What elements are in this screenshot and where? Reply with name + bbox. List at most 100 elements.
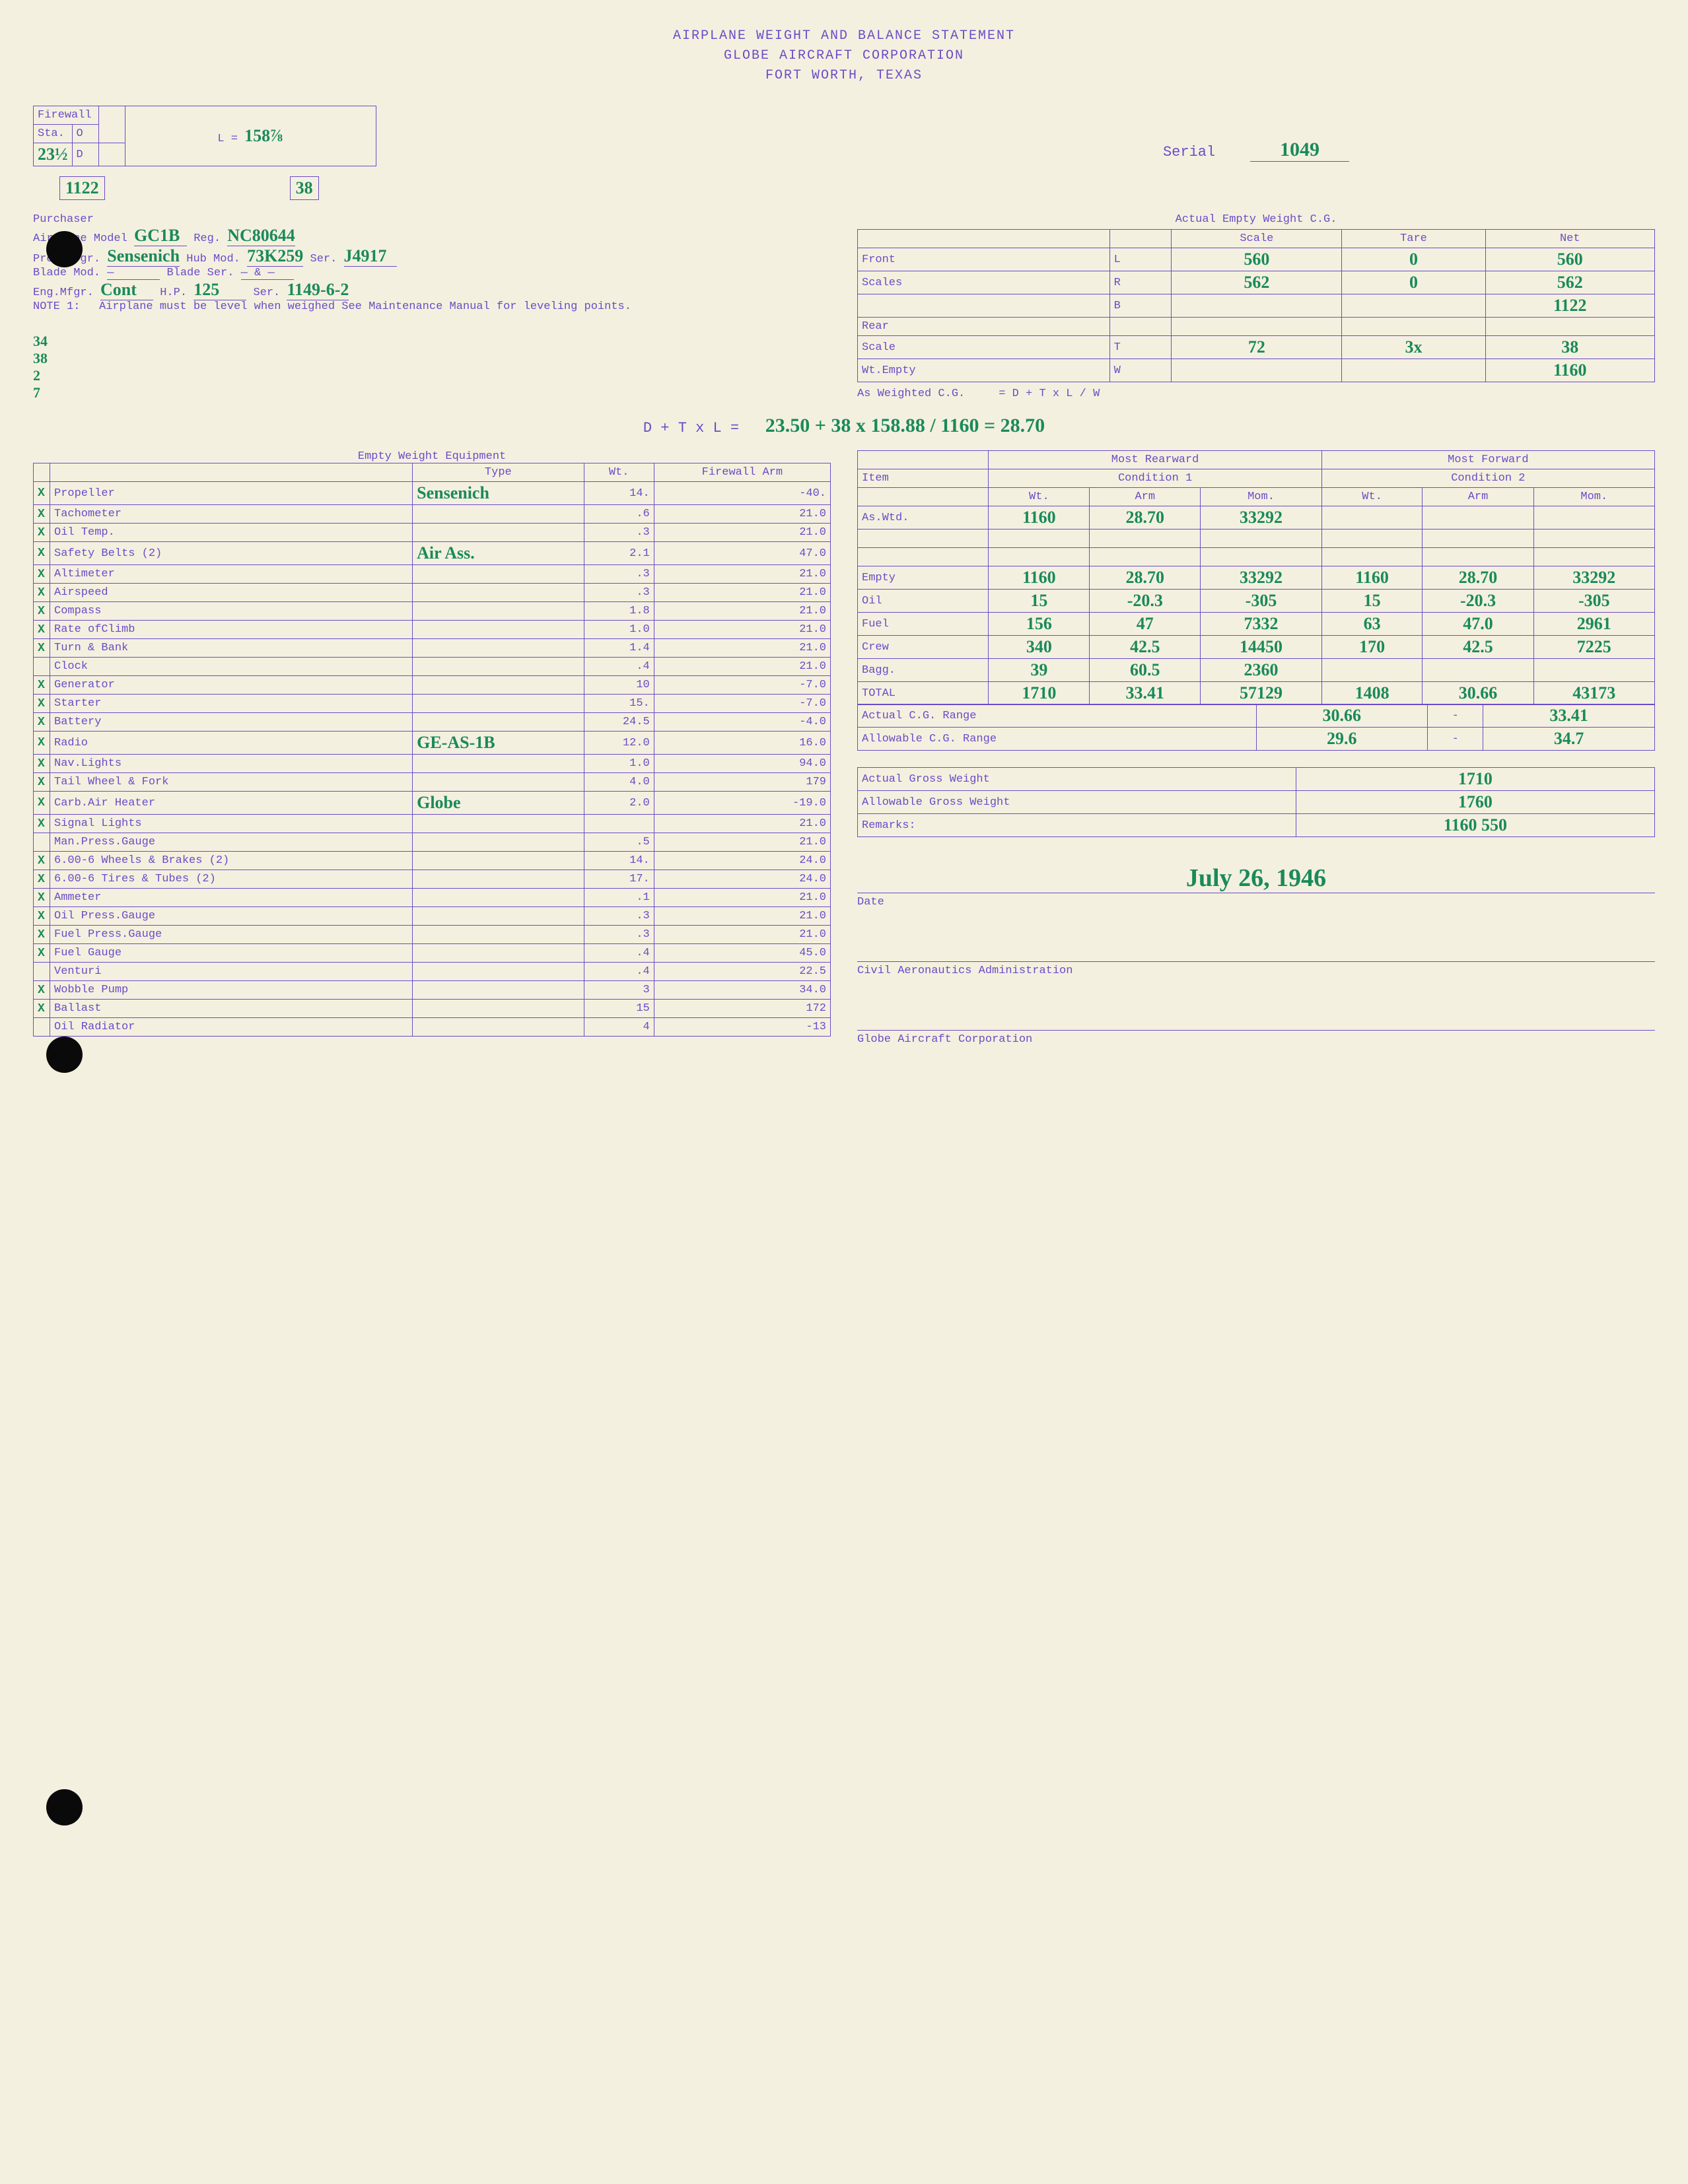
- equip-arm: 21.0: [654, 621, 830, 639]
- cond-subcol: Wt.: [1321, 488, 1423, 506]
- cg-cell: [1342, 318, 1485, 336]
- cond-cell: [1321, 659, 1423, 682]
- cg-cell: [858, 294, 1110, 318]
- equip-name: Airspeed: [50, 584, 413, 602]
- note-label: NOTE 1:: [33, 300, 99, 313]
- equip-type: [413, 639, 584, 658]
- equip-wt: .5: [584, 833, 654, 852]
- cond-cell: 156: [989, 613, 1090, 636]
- equip-arm: 24.0: [654, 852, 830, 870]
- equip-name: Fuel Gauge: [50, 944, 413, 963]
- equip-name: Generator: [50, 676, 413, 695]
- item-label: Item: [858, 469, 989, 488]
- firewall-box1: 1122: [59, 176, 105, 200]
- cond-cell: 57129: [1201, 682, 1321, 705]
- remarks-value: 1160 550: [1296, 814, 1654, 837]
- equip-wt: .4: [584, 658, 654, 676]
- equip-check: [34, 1018, 50, 1037]
- cg-cell: 562: [1485, 271, 1655, 294]
- equip-row: XNav.Lights1.094.0: [34, 755, 831, 773]
- cond-cell: 14450: [1201, 636, 1321, 659]
- equip-type: [413, 981, 584, 1000]
- equip-name: Oil Radiator: [50, 1018, 413, 1037]
- equip-row: XWobble Pump334.0: [34, 981, 831, 1000]
- cond-cell: -305: [1533, 590, 1654, 613]
- equip-arm: 21.0: [654, 815, 830, 833]
- weights-table: Actual Gross Weight 1710 Allowable Gross…: [857, 767, 1655, 837]
- equip-arm: 45.0: [654, 944, 830, 963]
- equip-type: [413, 944, 584, 963]
- equip-wt: 15.: [584, 695, 654, 713]
- equip-wt: 1.4: [584, 639, 654, 658]
- equip-check: [34, 833, 50, 852]
- l-value: 158⅞: [244, 126, 283, 145]
- equip-type: [413, 713, 584, 732]
- cond-cell: [1533, 529, 1654, 548]
- cond-cell: 2961: [1533, 613, 1654, 636]
- cond-cell: 33292: [1201, 506, 1321, 529]
- equip-row: XStarter15.-7.0: [34, 695, 831, 713]
- globe-label: Globe Aircraft Corporation: [857, 1030, 1655, 1046]
- punch-hole-mid: [46, 1037, 83, 1073]
- equip-type: [413, 907, 584, 926]
- equip-check: X: [34, 695, 50, 713]
- equip-check: X: [34, 926, 50, 944]
- equip-wt: 2.1: [584, 542, 654, 565]
- cond-row: Empty116028.7033292116028.7033292: [858, 566, 1655, 590]
- actual-cg-from: 30.66: [1256, 704, 1428, 728]
- equip-check: X: [34, 524, 50, 542]
- cond-cell: [1423, 548, 1533, 566]
- cond-cell: 340: [989, 636, 1090, 659]
- equip-arm: 21.0: [654, 584, 830, 602]
- ser2-label: Ser.: [253, 287, 280, 299]
- cg-col: Scale: [1172, 230, 1342, 248]
- cond-row: TOTAL171033.4157129140830.6643173: [858, 682, 1655, 705]
- cg-cell: 1160: [1485, 359, 1655, 382]
- equip-row: XCompass1.821.0: [34, 602, 831, 621]
- note-text: Airplane must be level when weighed See …: [99, 300, 831, 313]
- equip-name: 6.00-6 Wheels & Brakes (2): [50, 852, 413, 870]
- cond-cell: [1423, 659, 1533, 682]
- equip-col: Type: [413, 463, 584, 482]
- equip-name: Compass: [50, 602, 413, 621]
- equip-wt: 14.: [584, 852, 654, 870]
- cg-cell: 1122: [1485, 294, 1655, 318]
- sta-label: Sta.: [34, 125, 73, 143]
- serial-value: 1049: [1250, 139, 1349, 162]
- cond2-label: Condition 2: [1321, 469, 1654, 488]
- cg-cell: 0: [1342, 271, 1485, 294]
- equip-check: X: [34, 713, 50, 732]
- cond-row: Oil15-20.3-30515-20.3-305: [858, 590, 1655, 613]
- purchaser-label: Purchaser: [33, 213, 831, 226]
- equip-row: XGenerator10-7.0: [34, 676, 831, 695]
- blade-ser-value: — & —: [241, 267, 294, 280]
- cond-row: [858, 548, 1655, 566]
- equip-wt: 2.0: [584, 792, 654, 815]
- equip-check: X: [34, 542, 50, 565]
- cond-cell: [1201, 548, 1321, 566]
- equip-check: X: [34, 773, 50, 792]
- equip-name: Wobble Pump: [50, 981, 413, 1000]
- main-calc: D + T x L = 23.50 + 38 x 158.88 / 1160 =…: [33, 415, 1655, 437]
- equip-arm: 21.0: [654, 833, 830, 852]
- cond-cell: 170: [1321, 636, 1423, 659]
- equip-row: XAltimeter.321.0: [34, 565, 831, 584]
- cond-subcol: Arm: [1423, 488, 1533, 506]
- rear-title: Most Rearward: [989, 451, 1321, 469]
- cond-cell: 42.5: [1423, 636, 1533, 659]
- equip-name: Signal Lights: [50, 815, 413, 833]
- equip-check: X: [34, 1000, 50, 1018]
- equip-row: XPropellerSensenich14.-40.: [34, 482, 831, 505]
- prop-mfgr-value: Sensenich: [107, 246, 180, 267]
- equip-wt: .3: [584, 926, 654, 944]
- equip-arm: 16.0: [654, 732, 830, 755]
- sta-value: 23½: [34, 143, 73, 166]
- cg-cell: Scales: [858, 271, 1110, 294]
- equip-arm: 21.0: [654, 926, 830, 944]
- hub-mod-value: 73K259: [247, 246, 303, 267]
- cg-cell: W: [1109, 359, 1172, 382]
- equipment-title: Empty Weight Equipment: [33, 450, 831, 463]
- cg-cell: [1172, 318, 1342, 336]
- equip-name: Turn & Bank: [50, 639, 413, 658]
- actual-weight-label: Actual Gross Weight: [858, 768, 1296, 791]
